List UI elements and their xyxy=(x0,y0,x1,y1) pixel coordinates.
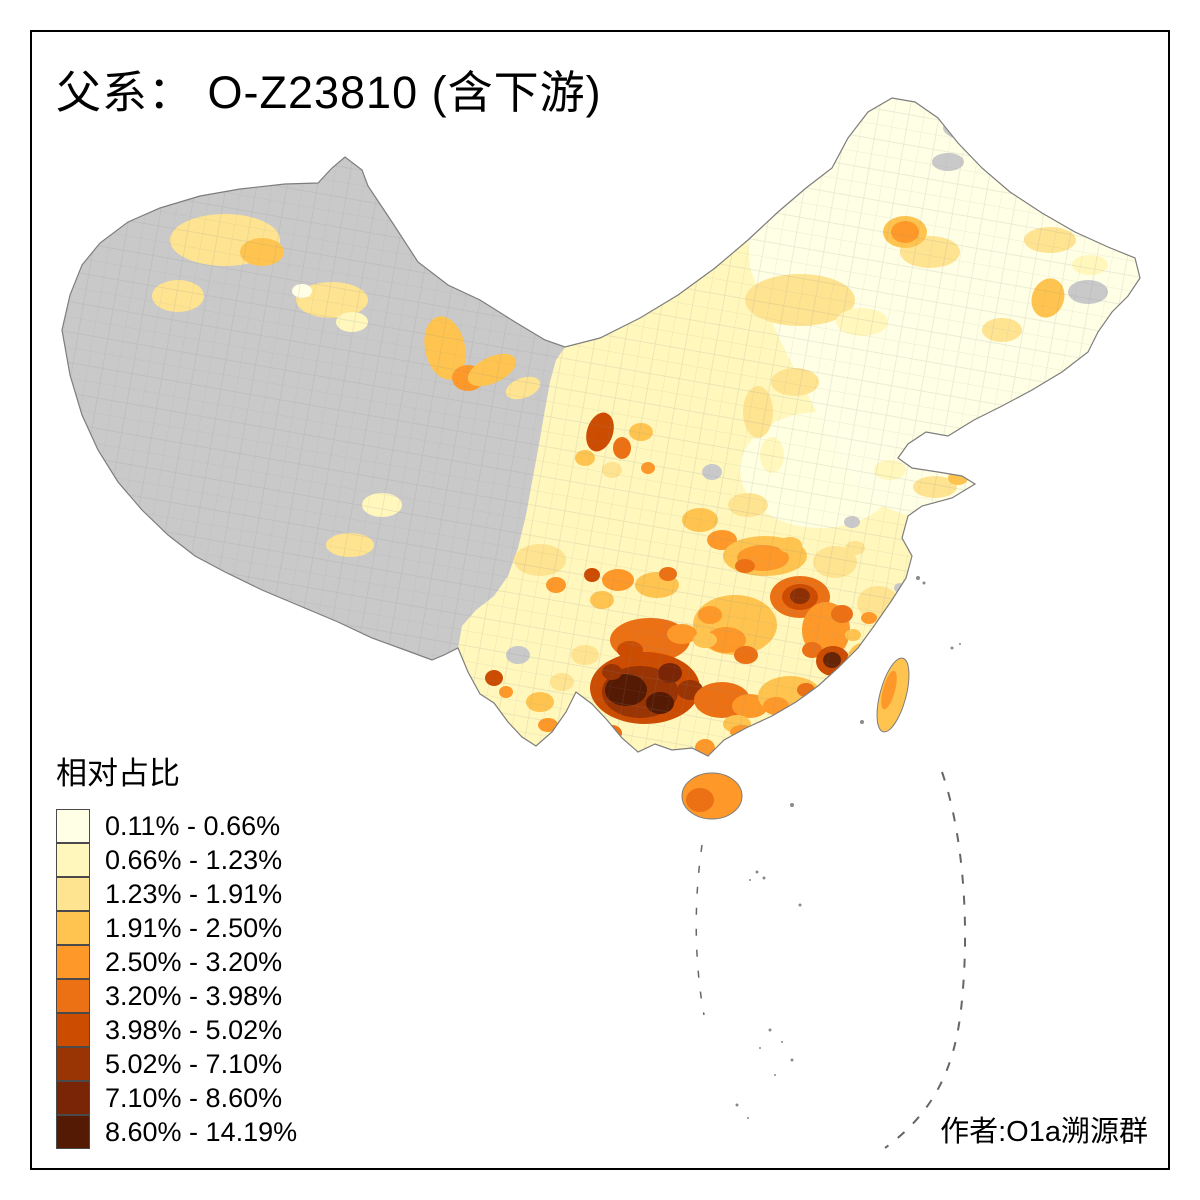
legend-swatch xyxy=(56,1046,90,1081)
legend-item: 1.23% - 1.91% xyxy=(56,876,297,911)
legend-title: 相对占比 xyxy=(56,756,180,791)
legend-item: 3.20% - 3.98% xyxy=(56,978,297,1013)
legend-label: 7.10% - 8.60% xyxy=(105,1082,283,1113)
legend-label: 2.50% - 3.20% xyxy=(105,946,283,977)
south-china-sea-dashes xyxy=(695,771,967,1149)
legend-item: 7.10% - 8.60% xyxy=(56,1080,297,1115)
legend-label: 1.23% - 1.91% xyxy=(105,878,283,909)
legend-swatch xyxy=(56,1114,90,1149)
map-title: 父系： O-Z23810 (含下游) xyxy=(56,67,602,118)
legend-swatch xyxy=(56,1012,90,1047)
legend-label: 3.20% - 3.98% xyxy=(105,980,283,1011)
legend-swatch xyxy=(56,842,90,877)
attribution: 作者:O1a溯源群 xyxy=(940,1116,1148,1148)
legend-item: 2.50% - 3.20% xyxy=(56,944,297,979)
legend-label: 0.11% - 0.66% xyxy=(105,810,281,841)
legend-item: 1.91% - 2.50% xyxy=(56,910,297,945)
legend-item: 0.11% - 0.66% xyxy=(56,808,297,843)
legend-swatch xyxy=(56,944,90,979)
legend-item: 5.02% - 7.10% xyxy=(56,1046,297,1081)
legend-item: 3.98% - 5.02% xyxy=(56,1012,297,1047)
island-dots xyxy=(735,576,961,1119)
legend-label: 5.02% - 7.10% xyxy=(105,1048,283,1079)
hainan-island xyxy=(681,772,743,820)
legend-label: 0.66% - 1.23% xyxy=(105,844,283,875)
legend-label: 1.91% - 2.50% xyxy=(105,912,283,943)
legend-label: 8.60% - 14.19% xyxy=(105,1116,298,1147)
legend-swatch xyxy=(56,1080,90,1115)
legend-item: 0.66% - 1.23% xyxy=(56,842,297,877)
taiwan-island xyxy=(876,657,910,733)
legend-item: 8.60% - 14.19% xyxy=(56,1114,298,1149)
legend-swatch xyxy=(56,808,90,843)
legend-swatch xyxy=(56,910,90,945)
legend-swatch xyxy=(56,978,90,1013)
legend: 相对占比 0.11% - 0.66% 0.66% - 1.23% 1.23% -… xyxy=(56,748,297,1149)
legend-swatch xyxy=(56,876,90,911)
legend-label: 3.98% - 5.02% xyxy=(105,1014,283,1045)
